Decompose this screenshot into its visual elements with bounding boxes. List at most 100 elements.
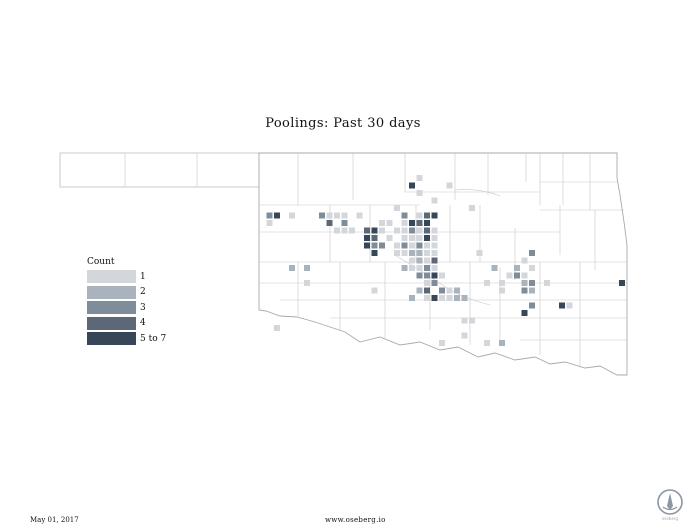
pooling-cell (431, 257, 438, 264)
legend-label: 3 (140, 302, 146, 313)
pooling-cell (379, 220, 385, 226)
pooling-cell (439, 272, 445, 279)
pooling-cell (484, 280, 490, 286)
footer-url[interactable]: www.oseberg.io (325, 516, 386, 524)
pooling-cell (544, 280, 550, 286)
pooling-cell (386, 220, 393, 226)
pooling-cell (514, 272, 520, 279)
pooling-cell (364, 242, 370, 249)
pooling-cells (266, 175, 625, 346)
pooling-cell (431, 235, 438, 241)
pooling-cell (424, 295, 430, 301)
legend-swatch (87, 301, 136, 315)
pooling-cell (439, 340, 445, 346)
pooling-cell (341, 220, 348, 226)
pooling-cell (416, 250, 423, 256)
pooling-cell (431, 197, 438, 204)
pooling-cell (529, 280, 535, 286)
pooling-cell (319, 212, 325, 219)
pooling-cell (431, 265, 438, 271)
pooling-cell (304, 280, 310, 286)
pooling-cell (521, 280, 528, 286)
pooling-cell (349, 227, 355, 234)
brand-logo: oseberg (656, 488, 684, 522)
pooling-cell (334, 212, 340, 219)
legend-label: 4 (140, 318, 146, 329)
pooling-cell (424, 212, 430, 219)
pooling-cell (409, 250, 415, 256)
pooling-cell (274, 212, 280, 219)
pooling-cell (341, 212, 348, 219)
pooling-cell (409, 220, 415, 226)
pooling-cell (416, 175, 423, 181)
pooling-cell (529, 265, 535, 271)
pooling-cell (416, 212, 423, 219)
legend-title: Count (87, 257, 115, 267)
pooling-cell (341, 227, 348, 234)
state-outline (59, 152, 628, 376)
legend-swatch (87, 316, 136, 330)
pooling-cell (409, 295, 415, 301)
pooling-cell (619, 280, 625, 286)
pooling-cell (416, 227, 423, 234)
pooling-cell (431, 295, 438, 301)
pooling-cell (394, 250, 400, 256)
pooling-cell (461, 295, 468, 301)
pooling-cell (424, 235, 430, 241)
pooling-cell (379, 242, 385, 249)
pooling-cell (371, 242, 378, 249)
pooling-cell (499, 280, 505, 286)
pooling-cell (416, 287, 423, 294)
pooling-cell (521, 287, 528, 294)
pooling-cell (401, 242, 408, 249)
pooling-cell (461, 317, 468, 324)
footer-date: May 01, 2017 (30, 516, 79, 524)
pooling-cell (356, 212, 363, 219)
legend-item: 5 to 7 (87, 331, 166, 347)
pooling-cell (446, 287, 453, 294)
pooling-cell (446, 295, 453, 301)
pooling-cell (454, 287, 460, 294)
pooling-cell (424, 220, 430, 226)
pooling-cell (514, 265, 520, 271)
pooling-cell (304, 265, 310, 271)
pooling-cell (409, 242, 415, 249)
pooling-cell (491, 265, 498, 271)
pooling-cell (394, 205, 400, 211)
pooling-cell (431, 212, 438, 219)
pooling-cell (431, 242, 438, 249)
pooling-cell (439, 287, 445, 294)
pooling-cell (326, 212, 333, 219)
pooling-cell (416, 242, 423, 249)
pooling-cell (424, 272, 430, 279)
ship-prow-icon (657, 489, 683, 515)
county-boundaries (124, 153, 627, 366)
pooling-cell (409, 182, 415, 189)
pooling-cell (476, 250, 483, 256)
pooling-cell (364, 227, 370, 234)
pooling-cell (529, 302, 535, 309)
pooling-cell (559, 302, 565, 309)
pooling-cell (274, 325, 280, 331)
pooling-cell (394, 242, 400, 249)
pooling-cell (424, 280, 430, 286)
pooling-cell (409, 265, 415, 271)
pooling-cell (529, 287, 535, 294)
pooling-cell (521, 257, 528, 264)
legend-swatch (87, 332, 136, 346)
pooling-cell (371, 287, 378, 294)
pooling-cell (334, 227, 340, 234)
pooling-cell (409, 227, 415, 234)
pooling-cell (416, 190, 423, 196)
pooling-cell (326, 220, 333, 226)
pooling-cell (371, 250, 378, 256)
pooling-cell (506, 272, 513, 279)
map-title: Poolings: Past 30 days (265, 116, 421, 131)
pooling-cell (416, 235, 423, 241)
pooling-cell (431, 227, 438, 234)
pooling-cell (446, 182, 453, 189)
pooling-cell (394, 227, 400, 234)
brand-name: oseberg (661, 516, 679, 521)
pooling-cell (431, 250, 438, 256)
